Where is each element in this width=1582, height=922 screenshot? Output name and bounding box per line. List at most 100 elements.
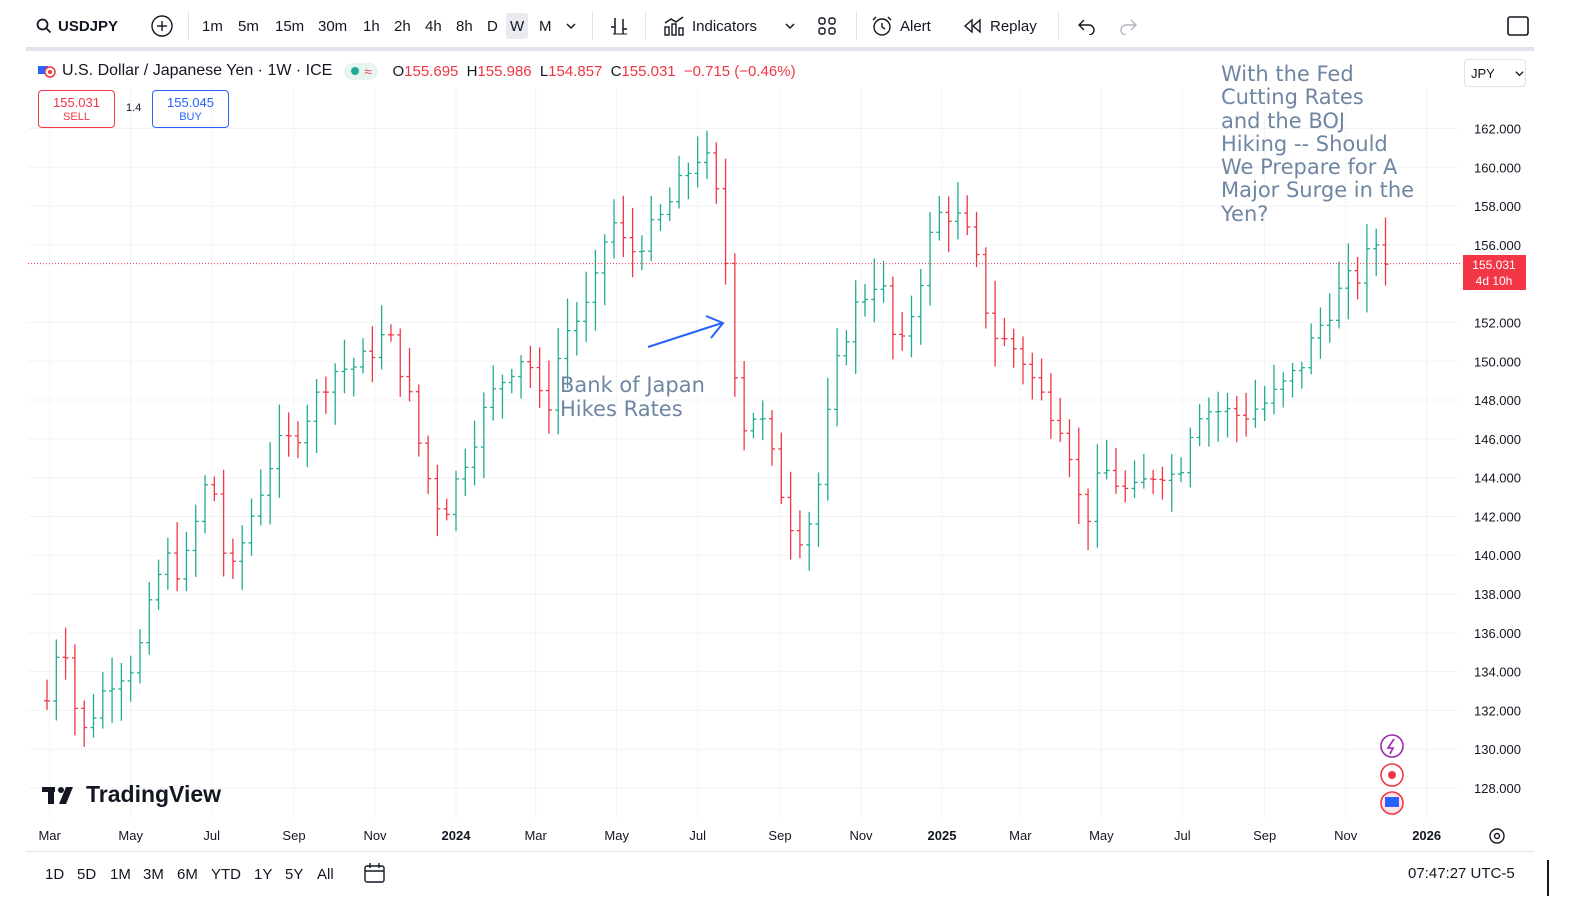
interval-label: 4h xyxy=(425,17,442,35)
range-all[interactable]: All xyxy=(317,866,334,883)
market-status[interactable]: ≈ xyxy=(344,62,379,80)
interval-d[interactable]: D xyxy=(487,13,498,39)
interval-label: 2h xyxy=(394,17,411,35)
currency-label: JPY xyxy=(1471,65,1495,81)
ohlc-bar xyxy=(44,679,51,710)
ohlc-bar xyxy=(1326,293,1333,343)
range-label: 1M xyxy=(110,866,131,883)
close-value: 155.031 xyxy=(621,62,676,80)
interval-30m[interactable]: 30m xyxy=(318,13,347,39)
range-5y[interactable]: 5Y xyxy=(285,866,303,883)
headline-line: We Prepare for A xyxy=(1221,155,1398,180)
range-5d[interactable]: 5D xyxy=(77,866,96,883)
low-key: L xyxy=(539,62,549,80)
headline-annotation[interactable]: With the Fed Cutting Rates and the BOJ H… xyxy=(1221,62,1415,226)
interval-w[interactable]: W xyxy=(506,13,529,39)
price-tick-label: 148.000 xyxy=(1474,393,1521,408)
high-value: 155.986 xyxy=(477,62,532,80)
ohlc-bar xyxy=(750,412,757,439)
ohlc-bar xyxy=(462,448,469,496)
ohlc-bar xyxy=(1354,256,1361,300)
grid-icon xyxy=(818,17,836,35)
lightning-icon xyxy=(1380,734,1404,758)
alarm-clock-icon xyxy=(872,16,892,36)
ohlc-bar xyxy=(518,355,525,399)
open-value: 155.695 xyxy=(404,62,459,80)
interval-m[interactable]: M xyxy=(539,13,552,39)
ohlc-bar xyxy=(322,376,329,414)
clock[interactable]: 07:47:27 UTC-5 xyxy=(1408,865,1515,882)
settings-icon[interactable] xyxy=(1489,828,1505,844)
symbol-search[interactable]: USDJPY xyxy=(36,13,118,39)
time-tick-label: Sep xyxy=(768,828,791,843)
ohlc-bar xyxy=(666,187,673,221)
indicators-dropdown[interactable] xyxy=(784,13,796,39)
time-tick-label: Nov xyxy=(849,828,873,843)
ohlc-bar xyxy=(1094,444,1101,548)
ohlc-bar xyxy=(62,627,69,680)
interval-label: W xyxy=(510,17,525,35)
time-tick-label: 2026 xyxy=(1412,828,1441,843)
redo-button[interactable] xyxy=(1118,13,1140,39)
currency-select[interactable]: JPY xyxy=(1464,59,1526,87)
indicators-button[interactable]: Indicators xyxy=(662,13,757,39)
buy-label: BUY xyxy=(179,111,202,123)
time-tick-label: Jul xyxy=(203,828,220,843)
ohlc-bar xyxy=(843,330,850,366)
tradingview-logo[interactable]: TradingView xyxy=(42,781,221,808)
range-1m[interactable]: 1M xyxy=(110,866,131,883)
interval-4h[interactable]: 4h xyxy=(425,13,442,39)
ohlc-bar xyxy=(638,235,645,271)
ohlc-bar xyxy=(1363,224,1370,313)
ohlc-bar xyxy=(220,469,227,577)
ohlc-bar xyxy=(99,671,106,729)
ohlc-bar xyxy=(731,253,738,397)
range-1y[interactable]: 1Y xyxy=(254,866,272,883)
boj-annotation[interactable]: Bank of Japan Hikes Rates xyxy=(560,373,705,421)
ohlc-bar xyxy=(899,311,906,351)
ohlc-bar xyxy=(332,363,339,425)
alert-label: Alert xyxy=(900,17,931,35)
side-icons[interactable] xyxy=(1380,734,1404,815)
buy-button[interactable]: 155.045 BUY xyxy=(152,90,229,128)
ohlc-bar xyxy=(787,471,794,560)
interval-1m[interactable]: 1m xyxy=(202,13,223,39)
time-tick-label: May xyxy=(118,828,143,843)
ohlc-bar xyxy=(806,511,813,571)
ohlc-bar xyxy=(694,136,701,188)
interval-dropdown[interactable] xyxy=(565,13,577,39)
layouts-button[interactable] xyxy=(816,13,838,39)
interval-15m[interactable]: 15m xyxy=(275,13,304,39)
chart-type-button[interactable] xyxy=(608,13,630,39)
ohlc-bar xyxy=(769,410,776,466)
range-ytd[interactable]: YTD xyxy=(211,866,241,883)
boj-annotation-line: Bank of Japan xyxy=(560,373,705,397)
range-6m[interactable]: 6M xyxy=(177,866,198,883)
range-3m[interactable]: 3M xyxy=(143,866,164,883)
ohlc-bar xyxy=(53,639,60,721)
ohlc-bar xyxy=(889,276,896,360)
interval-2h[interactable]: 2h xyxy=(394,13,411,39)
ohlc-bar xyxy=(1317,307,1324,359)
headline-line: Major Surge in the xyxy=(1221,178,1415,203)
date-range-button[interactable] xyxy=(363,862,387,888)
ohlc-bar xyxy=(685,162,692,200)
range-1d[interactable]: 1D xyxy=(45,866,64,883)
ohlc-bar xyxy=(183,531,190,592)
undo-button[interactable] xyxy=(1075,13,1097,39)
alert-button[interactable]: Alert xyxy=(870,13,931,39)
ohlc-bar xyxy=(257,469,264,526)
ohlc-bar xyxy=(620,195,627,258)
replay-button[interactable]: Replay xyxy=(962,13,1037,39)
open-key: O xyxy=(392,62,405,80)
sell-button[interactable]: 155.031 SELL xyxy=(38,90,115,128)
rewind-icon xyxy=(963,18,981,34)
ohlc-bar xyxy=(1122,470,1129,503)
interval-8h[interactable]: 8h xyxy=(456,13,473,39)
interval-1h[interactable]: 1h xyxy=(363,13,380,39)
ohlc-bar xyxy=(908,295,915,358)
interval-5m[interactable]: 5m xyxy=(238,13,259,39)
compare-button[interactable] xyxy=(150,13,174,39)
fullscreen-button[interactable] xyxy=(1506,13,1530,39)
